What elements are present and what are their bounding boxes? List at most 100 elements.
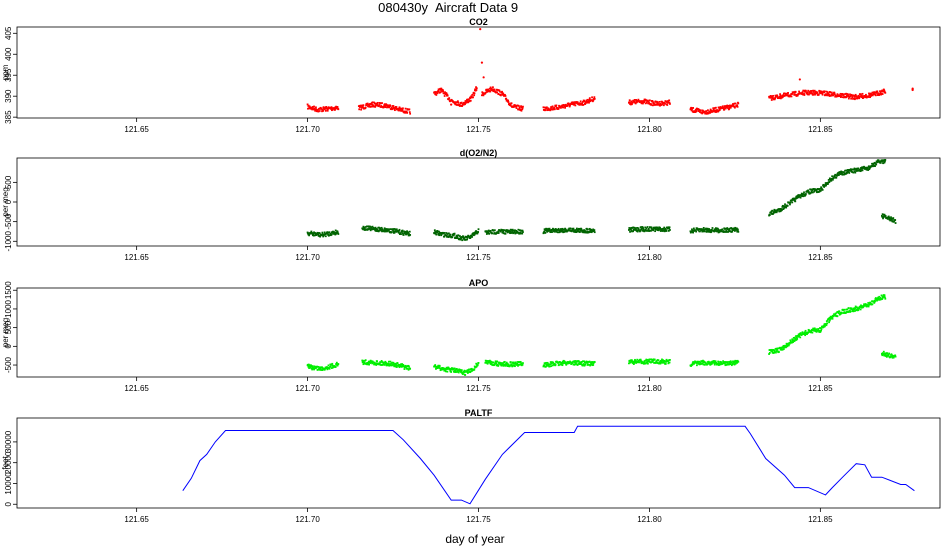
data-point bbox=[439, 87, 442, 90]
data-point bbox=[360, 108, 363, 111]
data-point bbox=[690, 106, 693, 109]
data-point bbox=[842, 309, 845, 311]
data-point bbox=[521, 232, 524, 235]
data-point bbox=[543, 106, 546, 109]
data-point bbox=[731, 105, 734, 107]
data-point bbox=[403, 230, 405, 233]
data-point bbox=[733, 230, 736, 232]
data-point bbox=[861, 169, 864, 172]
data-point bbox=[521, 363, 524, 366]
data-point bbox=[571, 361, 574, 364]
data-point bbox=[803, 331, 806, 334]
data-point bbox=[632, 363, 635, 365]
data-point bbox=[826, 322, 829, 325]
data-point bbox=[800, 192, 803, 195]
data-point bbox=[642, 102, 644, 105]
data-point bbox=[631, 101, 634, 104]
data-point bbox=[392, 364, 394, 366]
data-point bbox=[850, 97, 853, 100]
data-point bbox=[559, 229, 562, 232]
data-point bbox=[502, 364, 505, 367]
data-point bbox=[704, 361, 707, 364]
data-point bbox=[781, 209, 783, 211]
data-point bbox=[542, 231, 545, 234]
data-point bbox=[546, 228, 549, 231]
data-point bbox=[497, 93, 500, 96]
data-point bbox=[803, 333, 806, 335]
data-point bbox=[473, 233, 476, 236]
y-tick-label: 0 bbox=[4, 199, 13, 204]
data-point bbox=[498, 90, 501, 93]
data-point bbox=[435, 94, 438, 96]
y-tick-label: 405 bbox=[4, 26, 13, 40]
data-point bbox=[469, 99, 472, 102]
data-point bbox=[839, 94, 842, 97]
data-point bbox=[876, 297, 879, 300]
data-point bbox=[709, 363, 712, 366]
y-tick-label: 0 bbox=[4, 501, 13, 506]
data-point bbox=[692, 227, 695, 230]
data-point bbox=[519, 231, 522, 234]
data-point bbox=[785, 206, 788, 209]
data-point bbox=[879, 91, 882, 94]
data-point bbox=[831, 317, 834, 320]
data-point bbox=[444, 370, 447, 373]
data-point bbox=[884, 215, 887, 217]
data-point bbox=[889, 217, 892, 220]
data-point bbox=[383, 363, 386, 366]
data-point bbox=[880, 214, 883, 217]
data-point bbox=[823, 90, 826, 93]
data-point bbox=[827, 182, 829, 185]
data-point bbox=[733, 227, 736, 230]
data-point bbox=[497, 232, 500, 234]
data-point bbox=[568, 229, 570, 232]
data-point bbox=[323, 231, 326, 234]
data-point bbox=[861, 167, 864, 170]
data-point bbox=[380, 226, 383, 229]
data-point bbox=[558, 363, 560, 366]
data-point bbox=[853, 168, 856, 171]
data-point bbox=[859, 168, 862, 171]
data-point bbox=[882, 353, 885, 356]
data-point bbox=[394, 364, 396, 366]
data-point bbox=[776, 94, 778, 97]
data-point bbox=[579, 100, 582, 103]
data-point bbox=[364, 228, 366, 230]
data-point bbox=[640, 101, 642, 103]
data-point bbox=[591, 96, 593, 99]
data-point bbox=[717, 360, 720, 363]
data-point bbox=[334, 229, 337, 232]
data-point bbox=[475, 365, 478, 368]
data-point bbox=[647, 362, 649, 365]
data-point bbox=[318, 232, 321, 235]
data-point bbox=[439, 91, 442, 93]
data-point bbox=[846, 308, 849, 311]
data-point bbox=[563, 230, 566, 233]
data-point bbox=[790, 199, 793, 202]
data-point bbox=[849, 310, 852, 313]
data-point bbox=[501, 231, 504, 234]
data-point bbox=[815, 188, 818, 191]
data-point bbox=[475, 230, 478, 233]
data-point bbox=[881, 354, 884, 357]
data-point bbox=[321, 367, 324, 369]
panel-paltf: PALTF feet 121.65 121.70 121.75 121.80 121.85 0… bbox=[1, 408, 941, 524]
data-point bbox=[436, 230, 439, 232]
data-point bbox=[503, 360, 506, 363]
data-point bbox=[446, 94, 449, 97]
data-point bbox=[469, 236, 472, 239]
data-point bbox=[781, 346, 784, 349]
data-point bbox=[810, 330, 813, 333]
data-point bbox=[730, 227, 733, 230]
data-point bbox=[546, 230, 549, 233]
data-point bbox=[580, 229, 583, 232]
data-point bbox=[825, 324, 828, 327]
data-point bbox=[451, 368, 454, 371]
data-point bbox=[726, 104, 729, 107]
data-point bbox=[522, 362, 524, 364]
data-point bbox=[371, 101, 374, 104]
data-point bbox=[378, 105, 380, 107]
data-point bbox=[711, 227, 714, 229]
data-point bbox=[386, 228, 389, 231]
data-point bbox=[544, 363, 547, 365]
